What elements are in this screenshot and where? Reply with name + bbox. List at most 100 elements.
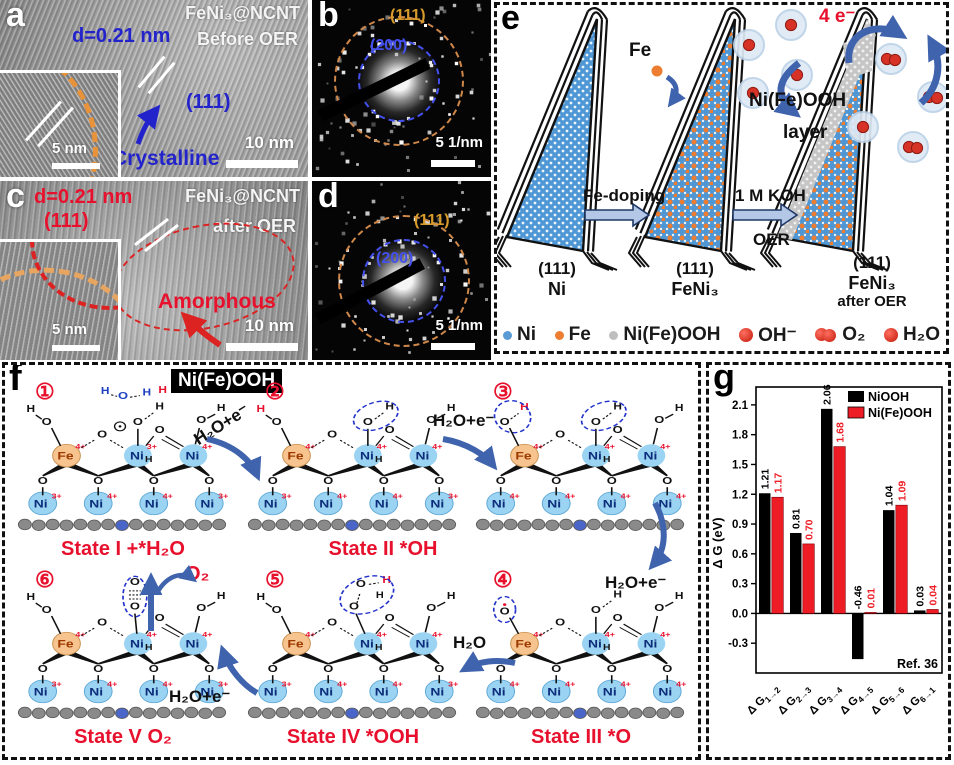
svg-text:H: H [257,404,266,415]
inset-scalebar [52,345,100,351]
svg-text:Ni: Ni [643,450,657,463]
cone3-sub: after OER [837,293,907,311]
svg-text:H: H [675,403,684,414]
svg-text:H: H [376,591,384,601]
sample-label: FeNi₃@NCNT [185,3,300,23]
condition-label: after OER [212,216,296,236]
svg-text:Ni: Ni [415,450,429,463]
ring-200-label: (200) [376,250,414,267]
scalebar [431,160,475,167]
inset-scalebar [52,163,100,169]
svg-text:4+: 4+ [621,680,631,688]
panel-c-tag: c [6,181,25,215]
svg-text:4+: 4+ [676,492,686,500]
panel-a-inset: 5 nm [0,70,121,177]
svg-text:Ni: Ni [658,686,672,699]
fringe-marker [137,55,166,89]
legend-item-nifeooh: Ni(Fe)OOH [609,324,720,346]
svg-text:4+: 4+ [163,492,173,500]
svg-text:O: O [591,604,601,616]
svg-text:O: O [356,578,366,590]
svg-text:O: O [426,602,436,614]
ring-111-label: (111) [414,212,450,229]
svg-text:O: O [662,663,672,675]
svg-text:3+: 3+ [52,680,62,688]
svg-text:Ni: Ni [130,450,144,463]
svg-text:1.5: 1.5 [732,459,749,471]
svg-text:O: O [551,663,561,675]
diffraction-spots [312,181,313,182]
svg-text:4+: 4+ [202,631,212,639]
svg-text:4+: 4+ [163,680,173,688]
panel-c-inset: 5 nm [0,239,121,360]
panel-g-free-energy-chart: g -0.3 0.0 0.3 0.6 0.9 1.2 1.5 1.8 2.1 1.21 1.17 Δ … [706,362,951,760]
panel-a-tag: a [6,0,25,34]
svg-text:O: O [149,663,159,675]
plane-label: (111) [186,91,231,113]
svg-text:0.9: 0.9 [732,519,748,531]
state-number: ③ [493,379,513,404]
svg-text:2.1: 2.1 [732,400,749,412]
svg-text:O: O [434,663,444,675]
layer-label-1: Ni(Fe)OOH [749,90,847,111]
svg-text:4+: 4+ [510,680,520,688]
schematic-drawing [497,7,946,271]
dspacing-label: d=0.21 nm [72,25,171,47]
arrow-icon [648,501,673,571]
svg-text:H: H [145,643,153,653]
legend-label: O₂ [842,324,866,345]
svg-text:Ni: Ni [89,686,103,699]
svg-text:O: O [155,424,165,436]
svg-text:O: O [426,414,436,426]
svg-text:O: O [97,617,107,629]
svg-text:O: O [379,475,389,487]
svg-text:4+: 4+ [605,631,615,639]
step2-label-1: 1 M KOH [735,186,806,205]
svg-text:H: H [145,455,153,465]
bar-chart: -0.3 0.0 0.3 0.6 0.9 1.2 1.5 1.8 2.1 1.21 1.17 Δ G1… [710,384,943,717]
state-cell-1: ① Ni 3+ O Ni 4+ O Ni 4+ O Ni 3+ O Fe 4+ Ni 3+ Ni 4+ O O H H O O… [9,381,237,561]
arrow-icon [217,644,259,696]
panel-e-schematic: e Fe 4 e⁻ Ni(Fe)OOH layer Fe-doping 1 M … [494,2,949,354]
svg-text:Ni: Ni [430,498,444,511]
svg-text:4+: 4+ [75,443,85,451]
transition-5-6: H₂O+e⁻ [169,687,230,707]
svg-text:3+: 3+ [282,492,292,500]
svg-text:O: O [323,663,333,675]
step2-label-2: OER [753,230,790,249]
layer-label-2: layer [783,122,828,143]
svg-text:O: O [662,475,672,487]
svg-text:H: H [375,643,383,653]
state-cell-3: ③ Ni 4+ O Ni 4+ O Ni 4+ O Ni 4+ O Fe 4+ Ni 4+ Ni 4+ O O H O H O… [467,381,695,561]
cone2-name: FeNi₃ [671,278,719,299]
state-number: ⑤ [265,567,285,592]
electrons-label: 4 e⁻ [819,6,856,27]
cone2-label: (111) FeNi₃ [653,259,737,299]
svg-text:4+: 4+ [660,443,670,451]
svg-text:O: O [272,416,282,428]
svg-text:H: H [158,385,167,396]
svg-text:O: O [268,663,278,675]
panel-f-tag: f [9,362,22,399]
svg-text:0.01: 0.01 [865,588,877,609]
ni-dot-icon [503,330,512,340]
svg-text:Fe: Fe [515,450,531,463]
legend-label: Ni [517,324,536,345]
svg-text:O: O [613,424,623,436]
svg-text:Fe: Fe [515,638,531,651]
svg-text:O: O [196,602,206,614]
state-cell-4: ④ Ni 4+ O Ni 4+ O Ni 4+ O Ni 4+ O Fe 4+ Ni 4+ Ni 4+ O O H O O H… [467,569,695,749]
transition-2-3: H₂O+e⁻ [433,411,494,431]
svg-text:4+: 4+ [660,631,670,639]
h2o-ball-icon [884,326,902,342]
svg-text:H: H [520,402,529,413]
svg-text:4+: 4+ [533,631,543,639]
dspacing-label: d=0.21 nm [34,186,133,208]
svg-text:0.04: 0.04 [927,585,939,606]
svg-text:4+: 4+ [377,631,387,639]
svg-text:O: O [434,475,444,487]
cone1-label: (111) Ni [515,259,599,299]
svg-text:Ni: Ni [360,638,374,651]
